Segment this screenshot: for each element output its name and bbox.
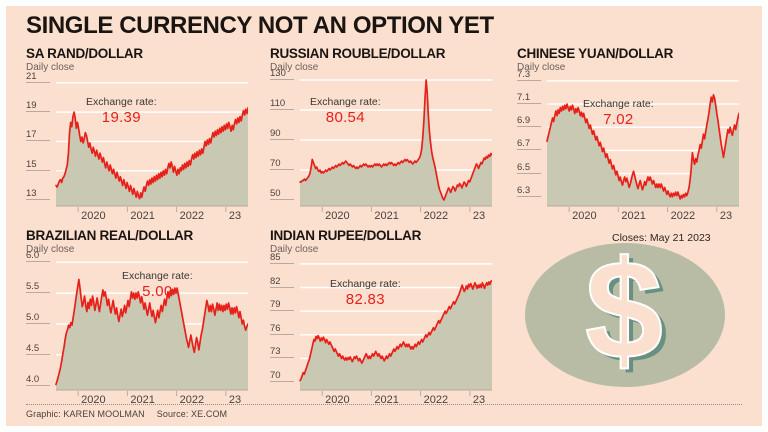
chart-svg [546, 80, 740, 212]
chart-plot-area: 13 15 17 19 21 2020 2021 2022 23 Exchange rate: 19… [26, 71, 249, 224]
chart-line [55, 278, 249, 386]
x-axis-label: 2022 [423, 210, 449, 222]
chart-line [546, 93, 740, 200]
chart-subtitle: Daily close [270, 244, 319, 255]
y-axis-label: 4.0 [26, 374, 50, 386]
y-axis-label: 6.3 [517, 185, 541, 197]
chart-panel: INDIAN RUPEE/DOLLAR Daily close 70 73 76 79 82… [270, 228, 493, 408]
chart-area-fill [56, 279, 248, 390]
chart-svg [55, 82, 249, 212]
x-axis-label: 2022 [423, 394, 449, 406]
svg-text:$: $ [585, 240, 663, 388]
chart-subtitle: Daily close [517, 62, 566, 73]
y-axis-label: 15 [26, 159, 50, 171]
chart-svg [299, 263, 493, 396]
y-axis-label: 6.7 [517, 139, 541, 151]
chart-panel: BRAZILIAN REAL/DOLLAR Daily close 4.0 4.5 5.… [26, 228, 249, 408]
svg-text:$: $ [590, 240, 668, 390]
graphic-credit: Graphic: KAREN MOOLMAN [26, 409, 145, 419]
x-axis-label: 2022 [670, 210, 696, 222]
chart-subtitle: Daily close [26, 244, 75, 255]
x-axis-label: 2022 [179, 394, 205, 406]
closes-note: Closes: May 21 2023 [612, 232, 711, 244]
x-axis-label: 2020 [325, 210, 350, 222]
y-axis-label: 90 [270, 129, 294, 140]
chart-area-fill [56, 107, 248, 206]
y-axis-label: 6.9 [517, 116, 541, 128]
x-axis-label: 2020 [325, 394, 350, 406]
chart-svg [299, 79, 493, 212]
footer-credits: Graphic: KAREN MOOLMAN Source: XE.COM [26, 409, 227, 419]
x-axis-label: 2020 [81, 210, 106, 222]
dollar-sign-icon: $ $ [525, 230, 725, 392]
y-axis-label: 79 [270, 300, 294, 312]
y-axis-label: 6.0 [26, 251, 50, 263]
chart-area-fill [300, 280, 492, 390]
y-axis-label: 17 [26, 130, 50, 142]
x-axis-label: 2022 [179, 210, 205, 222]
y-axis-label: 73 [270, 347, 294, 359]
y-axis-label: 130 [270, 69, 294, 80]
chart-line [299, 79, 493, 201]
y-axis-label: 4.5 [26, 343, 50, 355]
chart-plot-area: 6.3 6.5 6.7 6.9 7.1 7.3 2020 2021 2022 23 Exchange… [517, 69, 740, 224]
chart-plot-area: 50 70 90 110 130 2020 2021 2022 23 Exchange rate:… [270, 69, 493, 224]
y-axis-label: 76 [270, 323, 294, 335]
x-axis-label: 2020 [81, 394, 106, 406]
x-axis-label: 2021 [130, 394, 155, 406]
chart-svg [55, 261, 249, 396]
y-axis-label: 70 [270, 371, 294, 383]
x-axis-label: 2021 [130, 210, 155, 222]
x-axis-label: 2020 [572, 210, 597, 222]
source-credit: Source: XE.COM [156, 409, 228, 419]
y-axis-label: 21 [26, 71, 50, 83]
x-axis-label: 23 [228, 394, 242, 406]
x-axis-label: 23 [472, 394, 486, 406]
chart-panel: RUSSIAN ROUBLE/DOLLAR Daily close 50 70 90 11… [270, 46, 493, 224]
y-axis-label: 70 [270, 159, 294, 170]
x-axis-label: 23 [228, 210, 242, 222]
y-axis-label: 7.1 [517, 93, 541, 105]
y-axis-label: 13 [26, 189, 50, 201]
x-axis-label: 2021 [621, 210, 646, 222]
chart-title: INDIAN RUPEE/DOLLAR [270, 228, 422, 243]
footer-divider [26, 404, 742, 405]
chart-subtitle: Daily close [26, 62, 75, 73]
chart-line [55, 106, 249, 200]
y-axis-label: 110 [270, 99, 294, 110]
y-axis-label: 85 [270, 252, 294, 264]
y-axis-label: 19 [26, 101, 50, 113]
x-axis-label: 2021 [374, 210, 399, 222]
y-axis-label: 82 [270, 276, 294, 288]
chart-subtitle: Daily close [270, 62, 319, 73]
chart-panel: CHINESE YUAN/DOLLAR Daily close 6.3 6.5 6.7 6… [517, 46, 740, 224]
chart-panel: SA RAND/DOLLAR Daily close 13 15 17 19 21 2020 2… [26, 46, 249, 224]
y-axis-label: 7.3 [517, 69, 541, 81]
x-axis-label: 2021 [374, 394, 399, 406]
x-axis-label: 23 [719, 210, 733, 222]
chart-line [299, 280, 493, 382]
chart-title: BRAZILIAN REAL/DOLLAR [26, 228, 193, 243]
y-axis-label: 6.5 [517, 162, 541, 174]
y-axis-label: 5.5 [26, 282, 50, 294]
y-axis-label: 50 [270, 189, 294, 200]
chart-title: SA RAND/DOLLAR [26, 46, 143, 61]
page-title: SINGLE CURRENCY NOT AN OPTION YET [26, 12, 494, 39]
y-axis-label: 5.0 [26, 312, 50, 324]
dollar-badge: $ $ [520, 230, 730, 392]
x-axis-label: 23 [472, 210, 486, 222]
chart-title: RUSSIAN ROUBLE/DOLLAR [270, 46, 446, 61]
chart-title: CHINESE YUAN/DOLLAR [517, 46, 674, 61]
chart-plot-area: 70 73 76 79 82 85 2020 2021 2022 23 Exchange rate:… [270, 252, 493, 408]
chart-area-fill [300, 80, 492, 206]
chart-plot-area: 4.0 4.5 5.0 5.5 6.0 2020 2021 2022 23 Exchange ra… [26, 251, 249, 408]
